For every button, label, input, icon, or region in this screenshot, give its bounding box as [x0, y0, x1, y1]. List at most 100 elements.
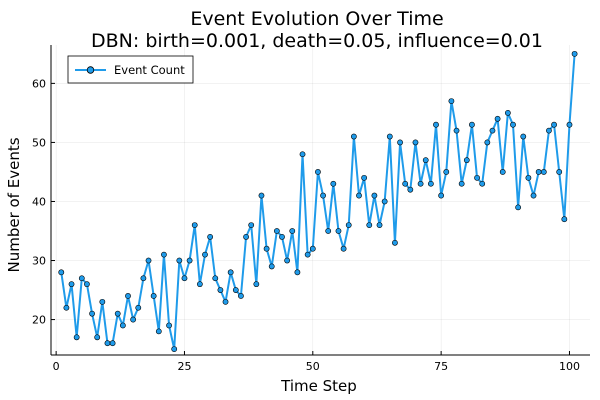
data-point — [273, 228, 280, 234]
data-point — [438, 192, 445, 199]
data-point — [361, 174, 368, 181]
data-point — [181, 275, 188, 282]
grid — [51, 45, 590, 355]
data-point — [474, 174, 480, 181]
x-tick-label: 50 — [306, 360, 320, 373]
data-point — [73, 334, 80, 341]
chart-subtitle: DBN: birth=0.001, death=0.05, influence=… — [91, 30, 543, 52]
data-point — [309, 245, 316, 252]
data-point — [407, 186, 414, 193]
data-point — [330, 180, 337, 187]
y-tick-label: 50 — [32, 136, 46, 149]
data-point — [499, 169, 506, 175]
data-point — [469, 121, 475, 128]
data-point — [381, 198, 388, 205]
data-point — [376, 222, 383, 228]
data-point — [412, 139, 419, 146]
data-point — [248, 222, 255, 228]
data-point — [520, 133, 527, 140]
data-point — [366, 222, 373, 228]
data-point — [161, 251, 167, 258]
data-point — [130, 316, 137, 323]
data-point — [402, 180, 409, 187]
series-event-count — [58, 50, 578, 352]
data-point — [263, 245, 270, 252]
x-axis-label: Time Step — [280, 377, 357, 395]
data-point — [99, 298, 106, 305]
data-point — [63, 304, 70, 311]
data-point — [546, 127, 552, 134]
x-tick-label: 75 — [434, 360, 448, 373]
data-point — [386, 133, 393, 140]
data-point — [540, 169, 547, 175]
data-point — [515, 204, 522, 211]
data-point — [140, 275, 147, 282]
data-point — [443, 169, 450, 175]
data-point — [320, 192, 326, 199]
data-point — [212, 275, 219, 282]
y-tick-label: 60 — [32, 77, 46, 90]
data-point — [525, 174, 532, 181]
data-point — [325, 228, 332, 234]
data-point — [392, 239, 398, 246]
data-point — [94, 334, 101, 341]
data-point — [417, 180, 424, 187]
data-point — [345, 222, 352, 228]
data-point — [104, 340, 111, 347]
x-tick-label: 100 — [559, 360, 580, 373]
data-point — [125, 293, 131, 299]
axes — [50, 45, 590, 356]
data-point — [84, 281, 90, 288]
data-point — [78, 275, 85, 282]
data-point — [433, 121, 439, 128]
data-point — [176, 257, 183, 264]
data-point — [350, 133, 357, 140]
data-point — [397, 139, 403, 146]
data-point — [484, 139, 491, 146]
data-point — [422, 157, 429, 164]
data-point — [453, 127, 460, 134]
legend-marker — [86, 66, 95, 74]
chart-title: Event Evolution Over Time — [190, 8, 443, 30]
data-point — [268, 263, 275, 270]
data-point — [58, 269, 65, 276]
data-point — [227, 269, 234, 276]
data-point — [258, 192, 265, 199]
data-point — [232, 287, 239, 293]
data-point — [489, 127, 496, 134]
y-tick-label: 30 — [32, 255, 46, 268]
data-point — [289, 228, 296, 234]
legend-label: Event Count — [114, 63, 185, 77]
data-point — [463, 157, 470, 164]
data-point — [299, 151, 306, 158]
data-point — [166, 322, 172, 329]
data-point — [530, 192, 537, 199]
data-point — [186, 257, 193, 264]
data-point — [202, 251, 208, 258]
data-point — [335, 228, 342, 234]
data-point — [145, 257, 152, 264]
data-point — [238, 293, 244, 299]
data-point — [448, 98, 455, 104]
data-point — [279, 233, 285, 240]
data-point — [222, 298, 229, 305]
data-point — [571, 50, 578, 57]
data-point — [556, 169, 563, 175]
data-point — [89, 310, 95, 317]
data-point — [504, 110, 511, 116]
data-point — [371, 192, 378, 199]
data-point — [68, 281, 75, 288]
data-point — [114, 310, 121, 317]
y-tick-label: 20 — [32, 314, 46, 327]
data-point — [561, 216, 568, 223]
data-point — [196, 281, 203, 288]
data-point — [356, 192, 362, 199]
data-point — [284, 257, 291, 264]
data-point — [119, 322, 126, 329]
data-point — [479, 180, 486, 187]
data-point — [494, 115, 501, 122]
data-point — [155, 328, 162, 335]
tick-labels: 0 25 50 75 100 20 30 40 50 60 — [32, 77, 580, 373]
data-point — [510, 121, 516, 128]
